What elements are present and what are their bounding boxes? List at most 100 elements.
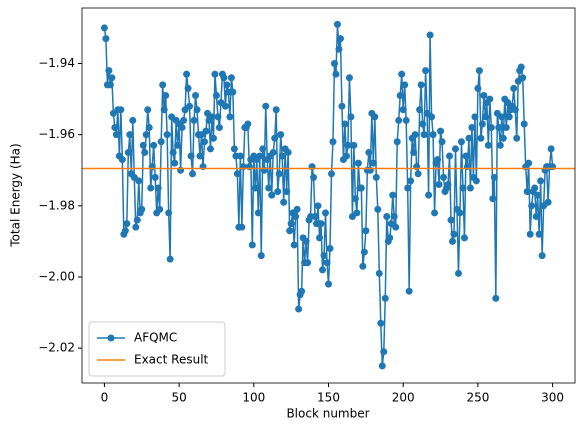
point — [138, 205, 146, 213]
point — [184, 84, 192, 92]
point — [468, 124, 476, 132]
point — [248, 241, 256, 249]
point — [209, 134, 217, 142]
x-tick-label: 100 — [242, 391, 265, 405]
point — [117, 106, 125, 114]
legend-marker — [107, 334, 115, 342]
point — [477, 134, 485, 142]
point — [520, 120, 528, 128]
point — [202, 127, 210, 135]
point — [326, 245, 334, 253]
point — [162, 92, 170, 100]
point — [108, 74, 116, 82]
point — [440, 173, 448, 181]
point — [259, 145, 267, 153]
point — [330, 60, 338, 68]
y-tick-label: −2.02 — [38, 341, 75, 355]
point — [402, 116, 410, 124]
point — [169, 148, 177, 156]
point — [448, 237, 456, 245]
point — [126, 131, 134, 139]
point — [132, 223, 140, 231]
point — [280, 198, 288, 206]
point — [165, 209, 173, 217]
point — [208, 113, 216, 121]
point — [147, 184, 155, 192]
point — [517, 63, 525, 71]
point — [157, 138, 165, 146]
x-tick-label: 50 — [171, 391, 186, 405]
x-axis-label: Block number — [286, 407, 369, 421]
point — [362, 227, 370, 235]
point — [183, 70, 191, 78]
point — [531, 184, 539, 192]
point — [295, 305, 303, 313]
point — [156, 205, 164, 213]
point — [323, 259, 331, 267]
legend-box — [88, 321, 226, 377]
point — [353, 209, 361, 217]
point — [333, 20, 341, 28]
point — [187, 152, 195, 160]
point — [404, 184, 412, 192]
point — [511, 106, 519, 114]
point — [386, 234, 394, 242]
point — [341, 120, 349, 128]
point — [487, 124, 495, 132]
point — [290, 241, 298, 249]
point — [112, 131, 120, 139]
point — [163, 131, 171, 139]
point — [257, 252, 265, 260]
point — [190, 116, 198, 124]
point — [151, 173, 159, 181]
point — [417, 81, 425, 89]
point — [345, 74, 353, 82]
point — [316, 234, 324, 242]
point — [292, 212, 300, 220]
point — [220, 74, 228, 82]
point — [523, 188, 531, 196]
point — [223, 81, 231, 89]
point — [535, 230, 543, 238]
plot — [82, 20, 575, 370]
legend-label: AFQMC — [134, 331, 177, 345]
point — [378, 362, 386, 370]
point — [174, 141, 182, 149]
point — [287, 220, 295, 228]
y-tick-label: −1.94 — [38, 56, 75, 70]
point — [135, 177, 143, 185]
point — [437, 127, 445, 135]
point — [484, 141, 492, 149]
series-line — [103, 24, 554, 367]
point — [490, 173, 498, 181]
point — [238, 223, 246, 231]
point — [302, 237, 310, 245]
point — [532, 212, 540, 220]
y-axis-label: Total Energy (Ha) — [9, 143, 23, 247]
point — [435, 180, 443, 188]
point — [496, 141, 504, 149]
point — [420, 131, 428, 139]
point — [547, 145, 555, 153]
point — [320, 252, 328, 260]
point — [538, 252, 546, 260]
point — [347, 113, 355, 121]
point — [159, 81, 167, 89]
point — [350, 141, 358, 149]
point — [422, 67, 430, 75]
point — [123, 220, 131, 228]
point — [354, 159, 362, 167]
point — [277, 131, 285, 139]
point — [145, 124, 153, 132]
point — [351, 195, 359, 203]
point — [502, 124, 510, 132]
point — [357, 184, 365, 192]
point — [100, 24, 108, 32]
point — [428, 113, 436, 121]
point — [284, 148, 292, 156]
point — [215, 124, 223, 132]
point — [118, 156, 126, 164]
point — [212, 92, 220, 100]
point — [311, 212, 319, 220]
legend-label: Exact Result — [134, 353, 209, 367]
